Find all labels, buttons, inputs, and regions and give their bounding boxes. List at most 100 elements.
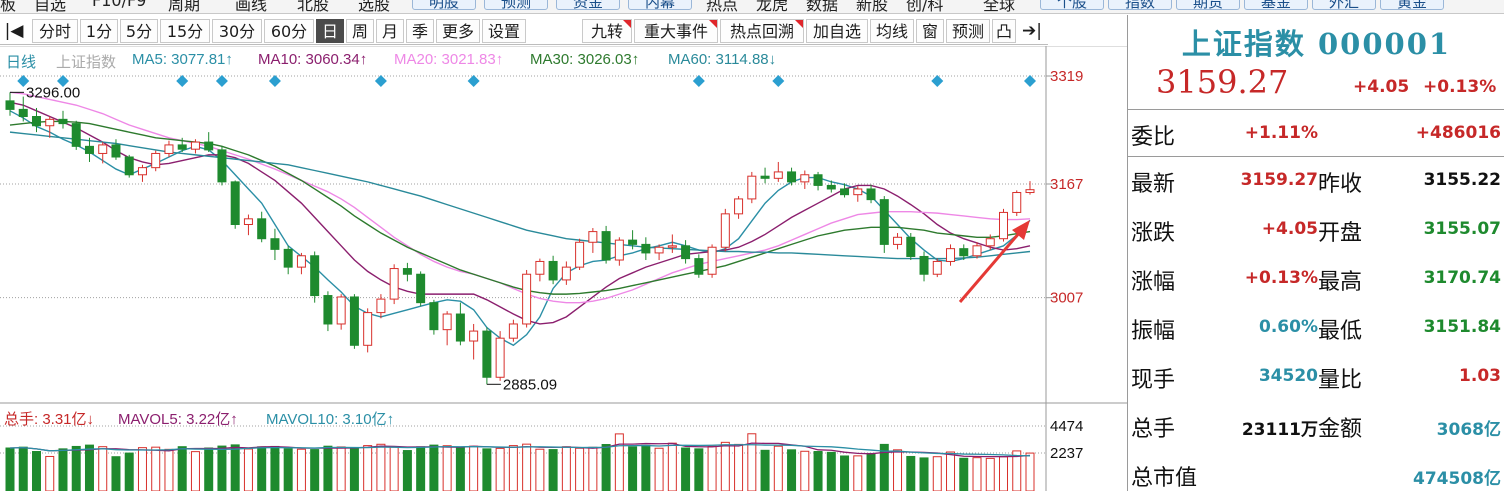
volume-bar <box>972 457 982 491</box>
volume-bar <box>137 447 147 491</box>
add-watchlist-button[interactable]: 加自选 <box>806 19 868 43</box>
tab-fenshi[interactable]: 分时 <box>32 19 78 43</box>
ma60-line <box>9 131 1031 260</box>
row-value-2: 3068亿 <box>1436 420 1501 440</box>
volume-bar <box>614 433 624 491</box>
volume-tick-label: 2237 <box>1050 445 1083 462</box>
tab-5min[interactable]: 5分 <box>120 19 158 43</box>
quote-row: 总市值 474508亿 <box>1128 450 1504 491</box>
tab-daily[interactable]: 日 <box>316 19 344 43</box>
tab-weekly[interactable]: 周 <box>346 19 374 43</box>
candle-body <box>124 156 134 176</box>
weibi-label: 委比 <box>1131 125 1176 150</box>
candle-body <box>164 144 174 154</box>
menu-item[interactable]: 新股 <box>856 0 889 14</box>
top-button[interactable]: 基金 <box>1244 0 1308 11</box>
red-arrowhead-icon <box>1012 220 1030 240</box>
volume-bar <box>283 448 293 491</box>
top-button[interactable]: 外汇 <box>1312 0 1376 11</box>
tab-quarterly[interactable]: 季 <box>406 19 434 43</box>
high-annotation-label: 3296.00 <box>26 84 80 101</box>
volume-bar <box>177 446 187 491</box>
volume-bar <box>416 446 426 491</box>
volume-bar <box>985 457 995 491</box>
volume-bar <box>402 450 412 491</box>
kline-chart[interactable]: 3319 3167 3007 4474 2237 3296.00 2885.09 <box>0 46 1127 491</box>
top-button[interactable]: 预测 <box>484 0 548 11</box>
price-change: +4.05 <box>1353 77 1410 97</box>
candle-body <box>707 246 717 275</box>
settings-button[interactable]: 设置 <box>482 19 526 43</box>
menu-item[interactable]: 全球 <box>983 0 1016 14</box>
volume-bar <box>946 451 956 491</box>
event-markers[interactable] <box>17 75 1036 87</box>
volume-bar <box>323 445 333 491</box>
menu-item[interactable]: 北股 <box>297 0 330 14</box>
first-page-icon[interactable]: |◀ <box>4 21 24 41</box>
tab-monthly[interactable]: 月 <box>376 19 404 43</box>
top-button[interactable]: 内幕 <box>628 0 692 11</box>
candle-body <box>416 273 426 304</box>
candle-body <box>959 248 969 257</box>
candle-body <box>402 268 412 275</box>
tab-more[interactable]: 更多 <box>436 19 480 43</box>
volume-bar <box>84 444 94 491</box>
ma-line-button[interactable]: 均线 <box>870 19 914 43</box>
hotspot-review-button[interactable]: 热点回溯 <box>720 19 804 43</box>
menu-item[interactable]: F10/F9 <box>92 0 147 10</box>
mavol5-label: MAVOL5: 3.22亿↑ <box>118 411 238 428</box>
event-marker-icon <box>374 75 387 87</box>
volume-bar <box>151 446 161 491</box>
tab-60min[interactable]: 60分 <box>264 19 314 43</box>
menu-item[interactable]: 数据 <box>806 0 839 14</box>
security-name-label: 上证指数 <box>56 54 117 71</box>
tab-1min[interactable]: 1分 <box>80 19 118 43</box>
moving-average-lines <box>9 91 1031 347</box>
menu-item[interactable]: 龙虎 <box>756 0 789 14</box>
jiuzhuan-button[interactable]: 九转 <box>582 19 632 43</box>
menu-item[interactable]: 画线 <box>235 0 268 14</box>
overlay-icon[interactable]: 凸 <box>992 19 1016 43</box>
candle-body <box>906 236 916 257</box>
volume-bar <box>442 445 452 491</box>
top-button[interactable]: 指数 <box>1108 0 1172 11</box>
candle-body <box>84 145 94 154</box>
candle-body <box>257 218 267 240</box>
volume-bar <box>45 455 55 491</box>
collapse-panel-icon[interactable]: ➔| <box>1022 21 1042 41</box>
security-title: 上证指数 000001 <box>1181 27 1452 61</box>
candle-body <box>773 171 783 179</box>
menu-item[interactable]: 选股 <box>358 0 391 14</box>
menu-item[interactable]: 板 <box>0 0 17 14</box>
top-button[interactable]: 黄金 <box>1380 0 1444 11</box>
tab-15min[interactable]: 15分 <box>160 19 210 43</box>
window-button[interactable]: 窗 <box>916 19 944 43</box>
menu-item[interactable]: 周期 <box>168 0 201 14</box>
candle-body <box>893 236 903 245</box>
volume-bar <box>124 452 134 491</box>
top-button[interactable]: 个股 <box>1040 0 1104 11</box>
top-button[interactable]: 资金 <box>556 0 620 11</box>
top-button[interactable]: 明股 <box>412 0 476 11</box>
candle-body <box>455 313 465 342</box>
ma5-label: MA5: 3077.81↑ <box>132 51 233 68</box>
candle-body <box>681 245 691 260</box>
menu-item[interactable]: 创/科 <box>906 0 944 14</box>
candle-body <box>376 298 386 314</box>
tab-30min[interactable]: 30分 <box>212 19 262 43</box>
quote-row: 总手 23111万 金额 3068亿 <box>1128 401 1504 450</box>
top-button[interactable]: 期货 <box>1176 0 1240 11</box>
candle-body <box>628 239 638 245</box>
volume-bar <box>71 445 81 491</box>
menu-item[interactable]: 自选 <box>34 0 67 14</box>
volume-bars <box>5 433 1035 491</box>
candle-body <box>310 255 320 297</box>
major-events-button[interactable]: 重大事件 <box>634 19 718 43</box>
volume-bar <box>270 445 280 491</box>
volume-bar <box>787 449 797 491</box>
event-marker-icon <box>692 75 705 87</box>
volume-bar <box>336 446 346 491</box>
forecast-button[interactable]: 预测 <box>946 19 990 43</box>
menu-item[interactable]: 热点 <box>706 0 739 14</box>
